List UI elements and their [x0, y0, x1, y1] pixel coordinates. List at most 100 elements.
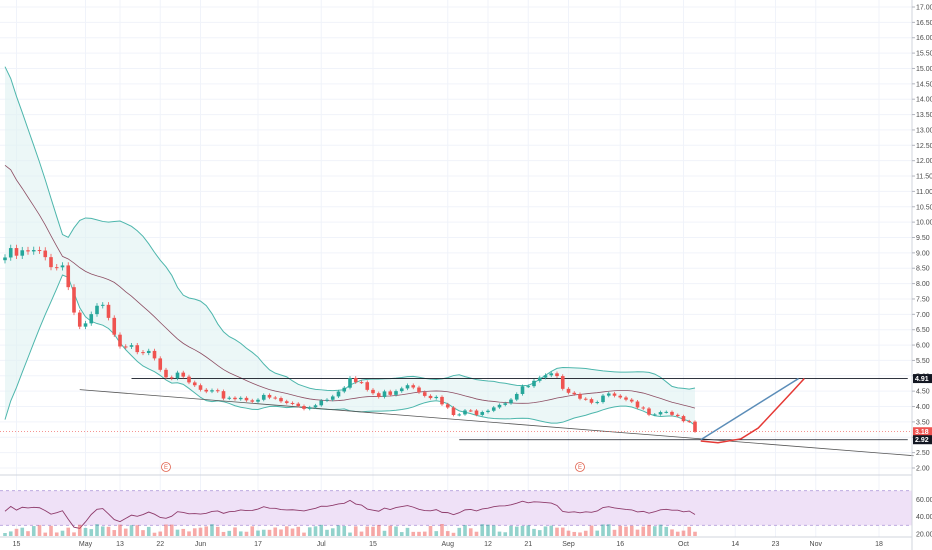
earnings-marker[interactable] [161, 462, 171, 472]
price-tick-label: 14.50 [916, 81, 932, 88]
volume-bar [491, 525, 496, 536]
price-tick-label: 7.00 [916, 312, 930, 319]
candle-body [497, 404, 502, 408]
candle-body [3, 257, 7, 261]
candle-body [428, 395, 433, 399]
candle-body [307, 407, 312, 409]
price-tick-label: 15.00 [916, 66, 932, 73]
price-tick-label: 13.50 [916, 112, 932, 119]
volume-bar [353, 526, 358, 536]
volume-bar [261, 529, 266, 536]
price-tick-label: 2.00 [916, 466, 930, 473]
volume-bar [681, 530, 686, 536]
earnings-marker[interactable] [575, 462, 585, 472]
time-tick-label: 14 [731, 541, 739, 548]
price-tag-label: 2.92 [915, 437, 929, 444]
volume-bar [83, 527, 88, 536]
candle-body [693, 421, 697, 432]
candle-body [83, 323, 88, 327]
volume-bar [146, 526, 151, 536]
volume-bar [583, 530, 588, 536]
candle-body [560, 376, 565, 389]
volume-bar [635, 529, 640, 536]
rsi-tick-label: 20.00 [916, 532, 932, 539]
price-axis[interactable]: 17.00 16.50 16.00 15.50 15.00 14.50 14.00 13.50… [912, 5, 932, 473]
candle-body [440, 396, 444, 405]
candle-body [221, 391, 226, 399]
trend-lines [0, 378, 914, 457]
price-tick-label: 3.50 [916, 419, 930, 426]
candle-body [394, 391, 398, 395]
volume-bar [169, 524, 174, 536]
time-tick-label: 21 [524, 541, 532, 548]
candle-body [146, 350, 151, 354]
price-tick-label: 8.50 [916, 266, 930, 273]
volume-bar [445, 531, 450, 536]
candle-body [319, 400, 324, 406]
price-tag-label: 3.18 [915, 429, 929, 436]
candle-body [503, 403, 508, 405]
volume-bar [463, 525, 467, 536]
volume-bar [175, 529, 180, 536]
trend-line[interactable] [79, 389, 914, 457]
candle-body [589, 399, 594, 403]
bollinger-fill [5, 66, 695, 426]
projection-line[interactable] [700, 377, 799, 441]
volume-bar [497, 531, 502, 536]
volume-bar [54, 532, 59, 536]
volume-bar [129, 525, 134, 536]
volume-bar [158, 531, 163, 536]
time-axis[interactable]: 15 May 13 22 Jun 17 Jul 15 Aug 12 21 Sep 16 Oct 14 23 No… [13, 541, 883, 548]
candle-body [388, 391, 393, 395]
time-tick-label: 13 [116, 541, 124, 548]
candle-body [480, 412, 485, 415]
candle-body [365, 382, 370, 390]
candle-body [583, 398, 588, 400]
rsi-indicator [0, 490, 912, 529]
price-tick-label: 6.50 [916, 327, 930, 334]
candle-body [54, 267, 59, 269]
candle-body [141, 352, 145, 354]
volume-bar [578, 532, 582, 536]
volume-bar [555, 527, 559, 536]
time-tick-label: 15 [13, 541, 21, 548]
volume-bar [595, 530, 600, 536]
volume-bar [66, 527, 71, 536]
volume-bar [468, 528, 473, 536]
candle-body [658, 412, 663, 415]
candle-body [555, 373, 559, 377]
time-tick-label: 18 [875, 541, 883, 548]
volume-bar [152, 532, 157, 536]
volume-bar [164, 524, 168, 536]
candle-body [118, 334, 122, 347]
projection-line[interactable] [700, 378, 805, 444]
volume-bars [3, 524, 697, 536]
volume-bar [589, 525, 594, 536]
price-tag-label: 4.91 [915, 376, 929, 383]
candle-body [43, 250, 48, 258]
candle-body [135, 345, 140, 353]
volume-bar [376, 525, 381, 536]
time-tick-label: Jun [195, 541, 206, 548]
volume-bar [302, 532, 306, 536]
price-tick-label: 11.50 [916, 174, 932, 181]
time-tick-label: May [79, 541, 93, 548]
time-tick-label: 17 [254, 541, 262, 548]
candle-body [664, 411, 669, 413]
candle-body [463, 410, 467, 415]
price-tick-label: 12.00 [916, 158, 932, 165]
volume-bar [72, 532, 76, 536]
time-tick-label: Sep [562, 541, 575, 548]
candle-body [325, 399, 329, 401]
volume-bar [647, 524, 651, 536]
volume-bar [273, 527, 278, 536]
candle-body [72, 287, 76, 313]
candle-body [112, 317, 117, 335]
volume-bar [474, 531, 479, 536]
rsi-axis[interactable]: 60.00 40.00 20.00 [916, 497, 932, 539]
volume-bar [210, 524, 214, 536]
rsi-pane[interactable] [0, 490, 912, 536]
